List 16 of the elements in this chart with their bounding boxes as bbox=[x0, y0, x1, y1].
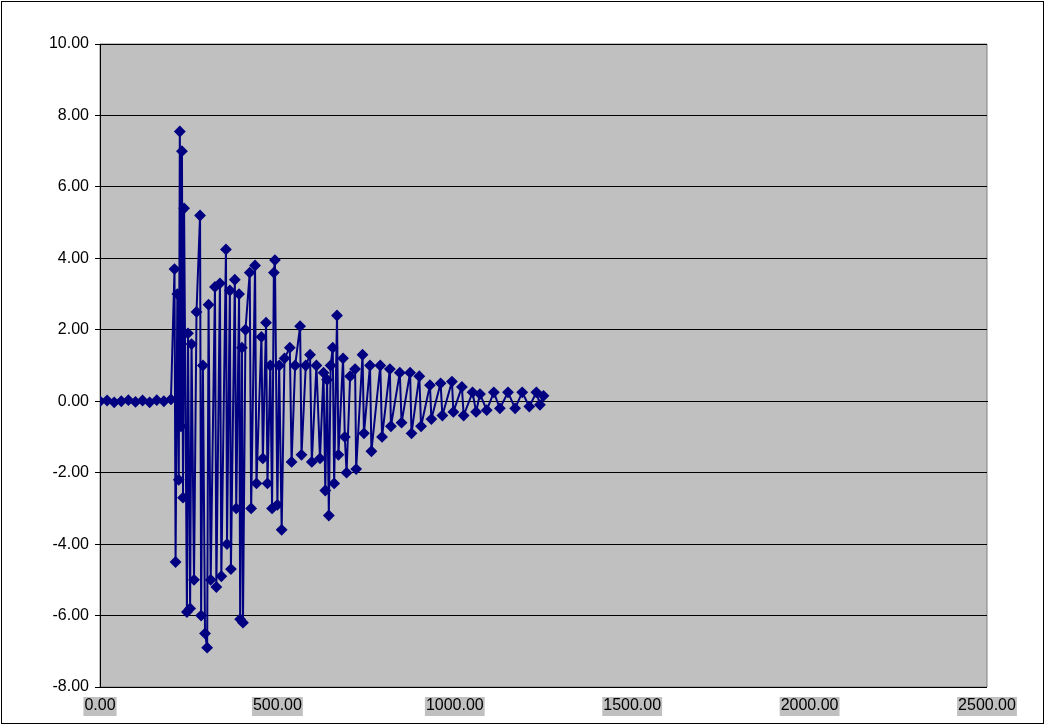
x-tick-label: 1500.00 bbox=[603, 696, 662, 714]
x-tick-label: 1000.00 bbox=[425, 696, 484, 714]
y-tick-label: -2.00 bbox=[52, 463, 90, 481]
x-tick-label: 0.00 bbox=[84, 696, 116, 714]
y-tick-label: -8.00 bbox=[52, 677, 90, 695]
y-tick-label: 4.00 bbox=[57, 248, 90, 266]
y-tick-label: 2.00 bbox=[57, 320, 90, 338]
y-tick-label: -4.00 bbox=[52, 534, 90, 552]
x-tick-label: 2000.00 bbox=[780, 696, 839, 714]
y-tick-label: 0.00 bbox=[57, 391, 90, 409]
x-tick-label: 2500.00 bbox=[958, 696, 1017, 714]
x-tick-label: 500.00 bbox=[252, 696, 302, 714]
y-tick-label: 8.00 bbox=[57, 105, 90, 123]
y-tick-label: -6.00 bbox=[52, 605, 90, 623]
y-tick-label: 6.00 bbox=[57, 177, 90, 195]
y-tick-label: 10.00 bbox=[48, 34, 90, 52]
